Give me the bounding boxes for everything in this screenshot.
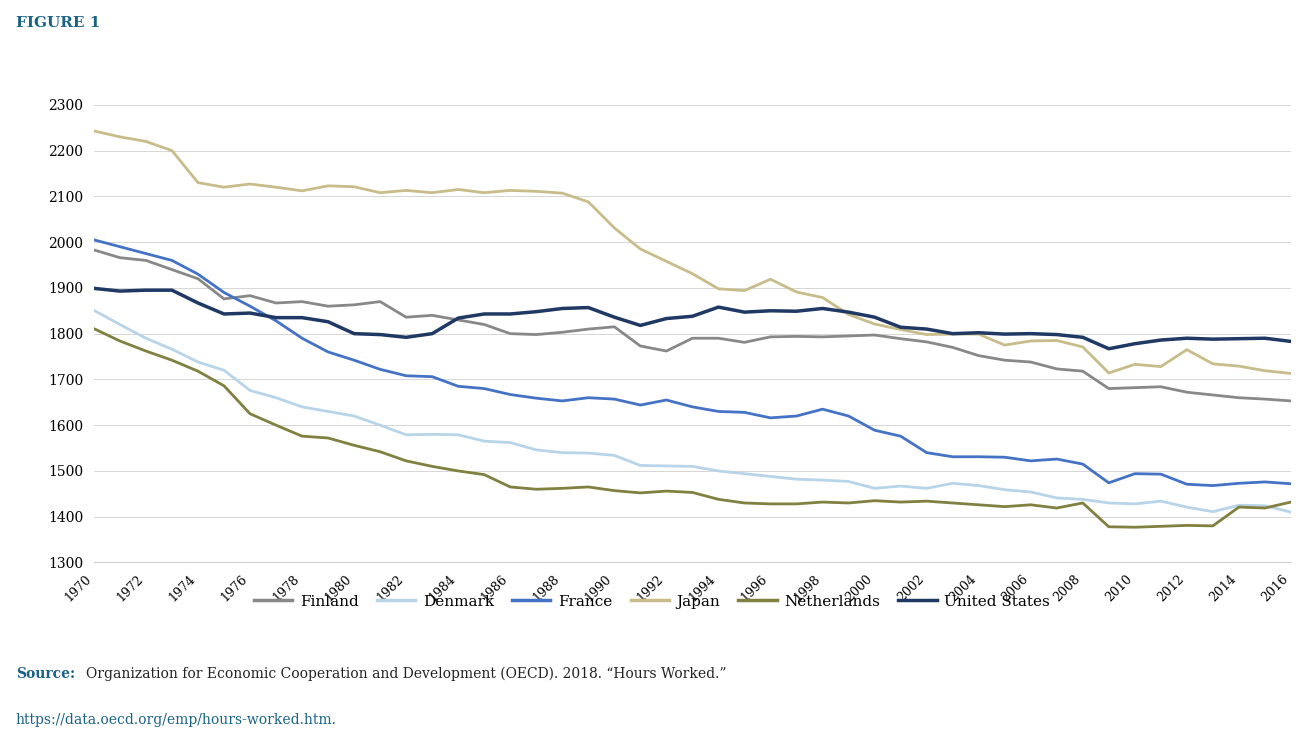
- Legend: Finland, Denmark, France, Japan, Netherlands, United States: Finland, Denmark, France, Japan, Netherl…: [254, 595, 1050, 609]
- Text: https://data.oecd.org/emp/hours-worked.htm.: https://data.oecd.org/emp/hours-worked.h…: [16, 713, 336, 727]
- Text: FIGURE 1: FIGURE 1: [16, 16, 100, 31]
- Text: Organization for Economic Cooperation and Development (OECD). 2018. “Hours Worke: Organization for Economic Cooperation an…: [86, 667, 726, 681]
- Text: Average Annual Hours of Work, 1970 – 2016: Average Annual Hours of Work, 1970 – 201…: [16, 39, 462, 57]
- Text: Source:: Source:: [16, 667, 74, 680]
